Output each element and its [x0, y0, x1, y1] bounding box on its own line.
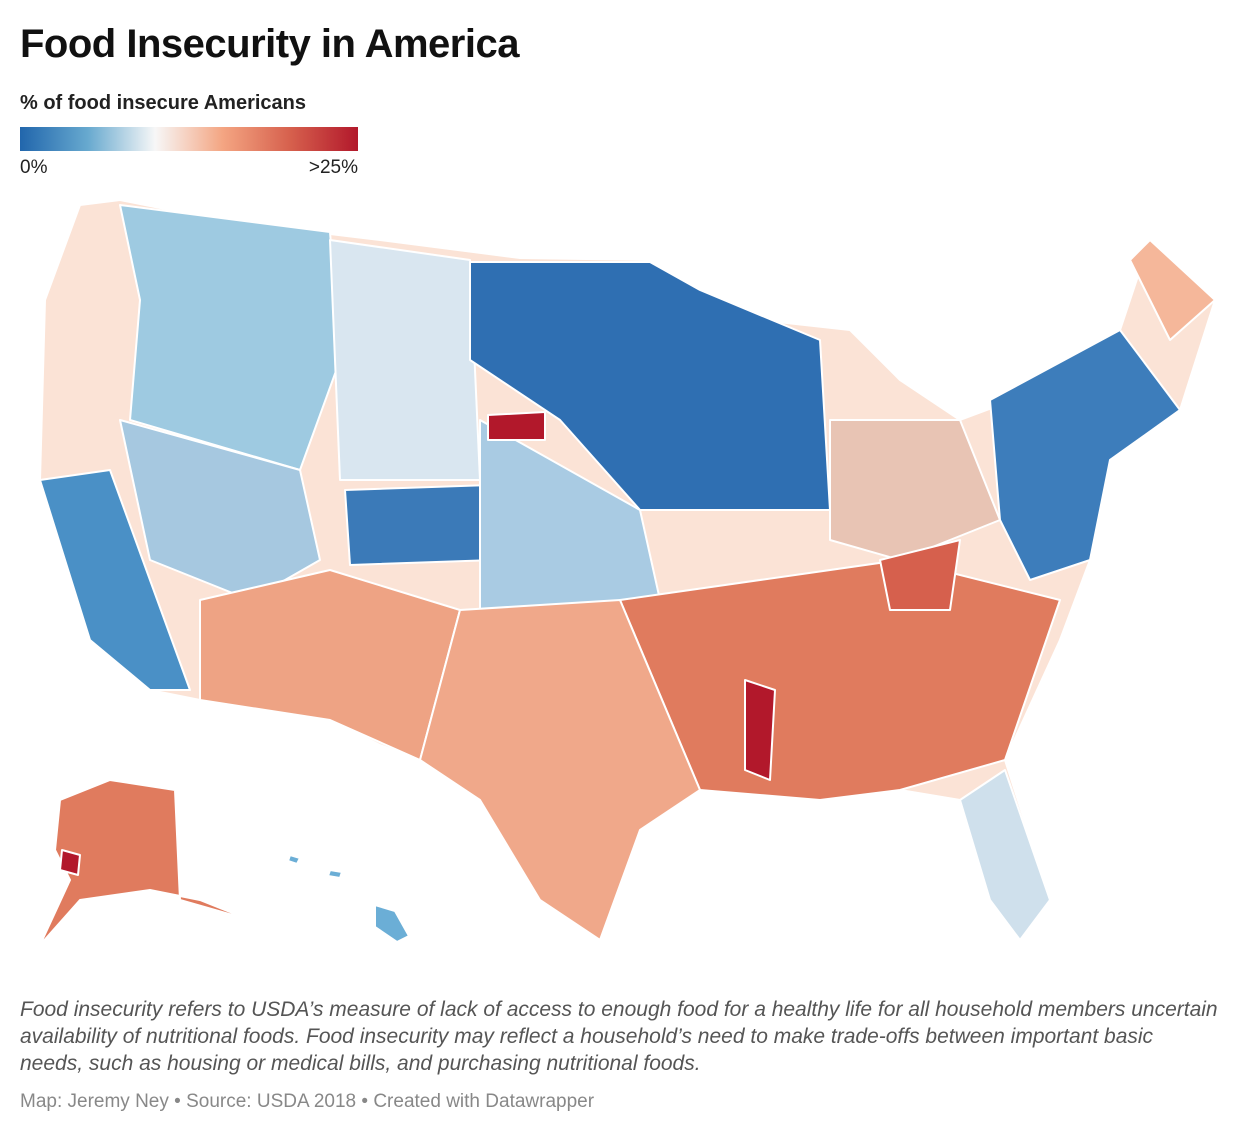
legend-gradient [20, 127, 358, 151]
region-south-dakota [487, 411, 546, 441]
map [39, 199, 1216, 946]
region-ohio-valley [829, 419, 1001, 561]
title: Food Insecurity in America [20, 22, 519, 66]
description: Food insecurity refers to USDA’s measure… [20, 998, 1218, 1075]
region-kentucky [879, 539, 961, 611]
legend-min: 0% [20, 157, 48, 178]
region-northeast [989, 329, 1181, 581]
region-maine [1129, 239, 1216, 341]
region-mississippi [744, 679, 776, 781]
alaska-west [59, 849, 81, 876]
region-colorado [344, 484, 496, 566]
region-texas [419, 599, 701, 941]
region-florida [959, 769, 1051, 941]
legend-title: % of food insecure Americans [20, 92, 306, 114]
region-california [39, 469, 191, 691]
alaska [39, 779, 251, 946]
credit: Map: Jeremy Ney • Source: USDA 2018 • Cr… [20, 1091, 595, 1112]
legend-max: >25% [308, 157, 358, 178]
region-southwest [199, 569, 461, 761]
region-plains [329, 239, 481, 481]
hawaii [287, 854, 410, 943]
